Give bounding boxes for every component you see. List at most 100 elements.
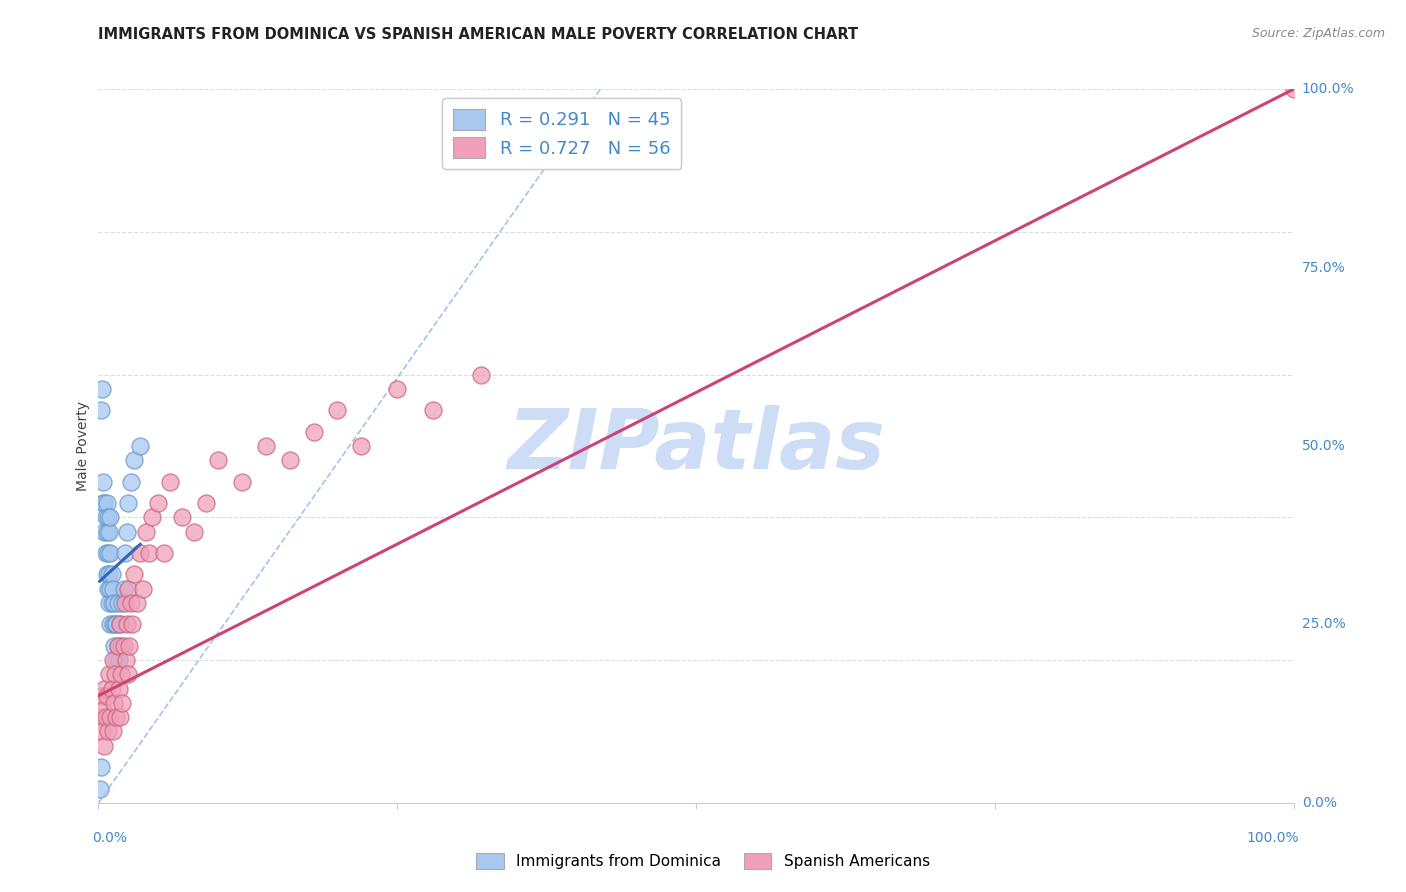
Point: [159, 475, 181, 489]
Point: [115, 653, 138, 667]
Text: ZIPatlas: ZIPatlas: [508, 406, 884, 486]
Point: [470, 368, 492, 382]
Point: [96, 496, 118, 510]
Point: [385, 382, 409, 396]
Point: [120, 475, 142, 489]
Legend: R = 0.291   N = 45, R = 0.727   N = 56: R = 0.291 N = 45, R = 0.727 N = 56: [441, 98, 682, 169]
Point: [101, 617, 124, 632]
Point: [97, 510, 120, 524]
Text: Source: ZipAtlas.com: Source: ZipAtlas.com: [1251, 27, 1385, 40]
Point: [105, 710, 128, 724]
Point: [101, 582, 124, 596]
Point: [98, 667, 121, 681]
Point: [124, 453, 146, 467]
Point: [138, 546, 160, 560]
Point: [98, 596, 121, 610]
Point: [422, 403, 444, 417]
Point: [98, 710, 122, 724]
Point: [107, 639, 129, 653]
Point: [1282, 82, 1305, 96]
Point: [100, 681, 122, 696]
Point: [91, 724, 114, 739]
Point: [104, 667, 127, 681]
Point: [97, 582, 120, 596]
Point: [89, 781, 111, 796]
Point: [104, 617, 127, 632]
Point: [103, 596, 125, 610]
Point: [111, 596, 134, 610]
Point: [183, 524, 205, 539]
Legend: Immigrants from Dominica, Spanish Americans: Immigrants from Dominica, Spanish Americ…: [470, 847, 936, 875]
Point: [103, 696, 125, 710]
Point: [107, 653, 129, 667]
Point: [129, 546, 152, 560]
Point: [101, 724, 124, 739]
Point: [207, 453, 229, 467]
Point: [302, 425, 325, 439]
Point: [96, 524, 118, 539]
Point: [108, 617, 131, 632]
Text: 0.0%: 0.0%: [1302, 796, 1337, 810]
Point: [254, 439, 277, 453]
Text: 50.0%: 50.0%: [1302, 439, 1346, 453]
Point: [129, 439, 152, 453]
Point: [108, 617, 131, 632]
Point: [148, 496, 170, 510]
Point: [110, 639, 132, 653]
Point: [93, 524, 115, 539]
Point: [115, 617, 138, 632]
Point: [125, 596, 148, 610]
Point: [91, 382, 114, 396]
Point: [91, 703, 114, 717]
Point: [153, 546, 176, 560]
Point: [131, 582, 153, 596]
Point: [100, 567, 122, 582]
Point: [111, 696, 134, 710]
Point: [93, 739, 115, 753]
Point: [98, 582, 122, 596]
Point: [172, 510, 194, 524]
Point: [107, 681, 129, 696]
Point: [110, 667, 132, 681]
Point: [103, 639, 125, 653]
Point: [97, 724, 120, 739]
Point: [115, 524, 138, 539]
Point: [117, 582, 139, 596]
Point: [93, 681, 115, 696]
Point: [118, 639, 141, 653]
Point: [135, 524, 157, 539]
Point: [121, 617, 143, 632]
Point: [278, 453, 301, 467]
Point: [326, 403, 349, 417]
Point: [194, 496, 217, 510]
Point: [94, 510, 117, 524]
Point: [93, 496, 115, 510]
Point: [112, 582, 135, 596]
Point: [124, 567, 146, 582]
Point: [94, 710, 117, 724]
Point: [108, 710, 131, 724]
Point: [231, 475, 253, 489]
Point: [107, 596, 129, 610]
Text: 100.0%: 100.0%: [1302, 82, 1354, 96]
Point: [350, 439, 373, 453]
Point: [100, 596, 122, 610]
Point: [98, 510, 122, 524]
Point: [98, 524, 121, 539]
Point: [98, 546, 122, 560]
Point: [91, 496, 114, 510]
Point: [96, 689, 118, 703]
Point: [96, 567, 118, 582]
Point: [114, 546, 136, 560]
Point: [141, 510, 163, 524]
Point: [91, 475, 114, 489]
Point: [105, 653, 128, 667]
Point: [98, 567, 121, 582]
Point: [90, 689, 112, 703]
Point: [117, 667, 139, 681]
Point: [112, 639, 135, 653]
Text: 0.0%: 0.0%: [93, 831, 128, 846]
Point: [89, 710, 111, 724]
Y-axis label: Male Poverty: Male Poverty: [76, 401, 90, 491]
Point: [101, 653, 124, 667]
